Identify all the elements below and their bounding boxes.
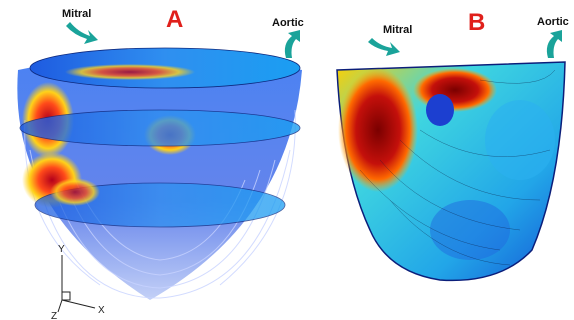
axis-label: Z — [51, 311, 57, 320]
panel-b: Mitral B Aortic — [337, 9, 569, 280]
aortic-arrow — [285, 30, 300, 58]
mitral-arrow — [66, 22, 98, 44]
vortex — [413, 68, 497, 112]
figure: Mitral A Aortic Y X Z Mitral B Aortic — [0, 0, 574, 320]
axis-label: Y — [58, 244, 65, 255]
annotation: Mitral — [383, 24, 412, 36]
annotation: Mitral — [62, 8, 91, 20]
panel-label: B — [468, 9, 485, 36]
vortex-core — [426, 94, 454, 126]
panel-label: A — [166, 6, 183, 33]
axis-triad — [58, 255, 95, 312]
panel-a: Mitral A Aortic Y X Z — [17, 6, 303, 320]
hotspot — [65, 64, 195, 80]
vortex — [338, 68, 418, 192]
flow-region — [485, 100, 555, 180]
aortic-arrow — [547, 30, 562, 58]
axis-label: X — [98, 305, 105, 316]
mitral-arrow — [368, 38, 400, 56]
hotspot — [50, 178, 100, 206]
annotation: Aortic — [272, 17, 304, 29]
flow-region — [430, 200, 510, 260]
slice — [20, 110, 300, 146]
annotation: Aortic — [537, 16, 569, 28]
